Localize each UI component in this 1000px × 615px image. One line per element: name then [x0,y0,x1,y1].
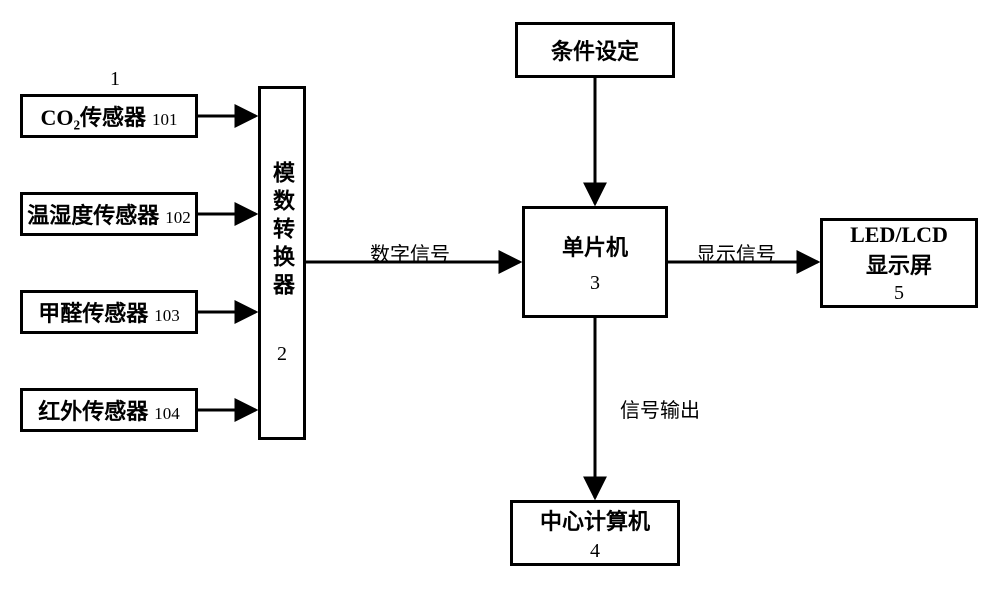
box-infrared-sensor: 红外传感器 104 [20,388,198,432]
box-condition-setting: 条件设定 [515,22,675,78]
temp-sensor-id: 102 [165,208,191,228]
box-central-computer: 中心计算机 4 [510,500,680,566]
box-adc: 模数转换器 2 [258,86,306,440]
adc-label: 模数转换器 [266,161,298,301]
edge-label-signal-output: 信号输出 [620,394,700,423]
hcho-sensor-label: 甲醛传感器 [38,296,148,328]
box-formaldehyde-sensor: 甲醛传感器 103 [20,290,198,334]
ir-sensor-id: 104 [154,404,180,424]
co2-sensor-label: CO₂传感器 [40,100,146,132]
edge-label-digital-signal: 数字信号 [370,238,450,267]
box-display: LED/LCD 显示屏 5 [820,218,978,308]
box-mcu: 单片机 3 [522,206,668,318]
computer-id: 4 [590,540,600,563]
sensor-group-label: 1 [110,68,120,91]
display-line1: LED/LCD [850,222,948,248]
display-line2: 显示屏 [866,248,932,280]
adc-id: 2 [277,343,287,366]
hcho-sensor-id: 103 [154,306,180,326]
edge-label-display-signal: 显示信号 [696,238,776,267]
box-temp-humidity-sensor: 温湿度传感器 102 [20,192,198,236]
temp-sensor-label: 温湿度传感器 [27,198,159,230]
display-id: 5 [894,282,904,305]
ir-sensor-label: 红外传感器 [38,394,148,426]
condition-label: 条件设定 [551,34,639,66]
computer-label: 中心计算机 [540,504,650,536]
box-co2-sensor: CO₂传感器 101 [20,94,198,138]
co2-sensor-id: 101 [152,110,178,130]
mcu-label: 单片机 [562,230,628,262]
mcu-id: 3 [590,272,600,295]
